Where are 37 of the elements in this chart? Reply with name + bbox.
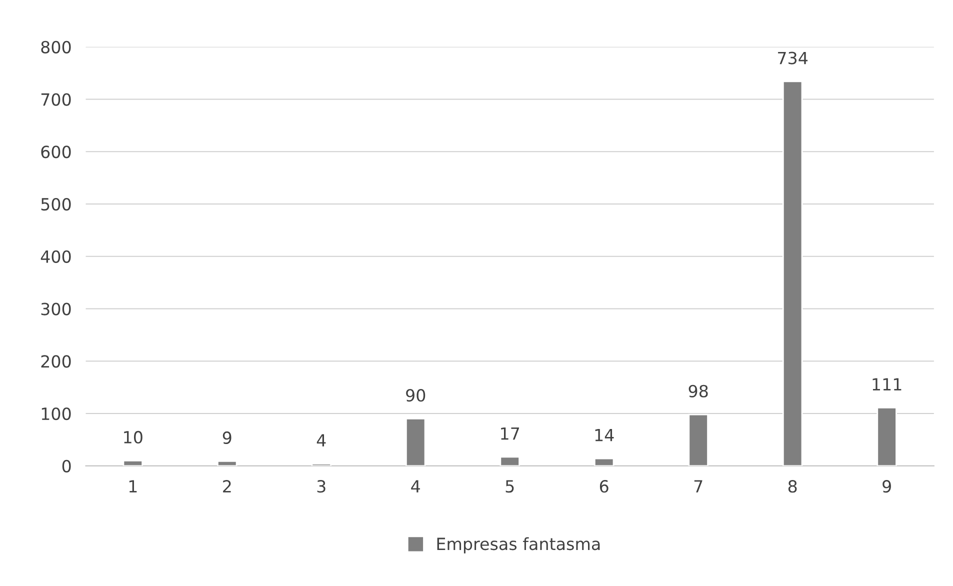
y-tick-label: 300 — [41, 302, 71, 316]
data-label: 17 — [501, 427, 520, 440]
y-tick-label: 0 — [62, 460, 71, 472]
bar — [782, 80, 803, 466]
data-label: 4 — [316, 434, 326, 446]
y-tick-label: 600 — [41, 146, 71, 158]
data-label: 90 — [406, 389, 426, 402]
x-tick-label: 4 — [411, 480, 420, 492]
y-tick-label: 700 — [41, 93, 71, 106]
data-label: 734 — [778, 52, 808, 64]
bar — [405, 418, 426, 466]
x-tick-label: 3 — [317, 480, 326, 493]
y-tick-label: 100 — [42, 407, 71, 420]
x-tick-label: 2 — [223, 480, 231, 492]
bar — [594, 458, 614, 466]
bar — [122, 460, 144, 466]
x-tick-label: 9 — [882, 480, 891, 493]
x-tick-label: 1 — [129, 480, 137, 492]
bar — [876, 407, 897, 466]
data-label: 14 — [595, 429, 614, 442]
y-tick-label: 500 — [41, 198, 71, 211]
x-tick-label: 8 — [788, 480, 797, 493]
x-tick-label: 5 — [506, 480, 514, 493]
bar — [500, 456, 520, 466]
data-label: 98 — [688, 384, 708, 398]
data-label: 9 — [222, 431, 232, 444]
data-label: 111 — [872, 378, 902, 390]
bar — [217, 460, 238, 466]
data-label: 10 — [124, 430, 142, 444]
x-tick-label: 7 — [694, 480, 702, 492]
x-tick-label: 6 — [600, 480, 608, 493]
y-tick-label: 400 — [40, 250, 71, 263]
y-tick-label: 200 — [41, 355, 71, 368]
legend-label: Empresas fantasma — [437, 537, 600, 554]
bar — [311, 463, 332, 466]
bar — [688, 414, 708, 466]
y-tick-label: 800 — [41, 40, 71, 54]
